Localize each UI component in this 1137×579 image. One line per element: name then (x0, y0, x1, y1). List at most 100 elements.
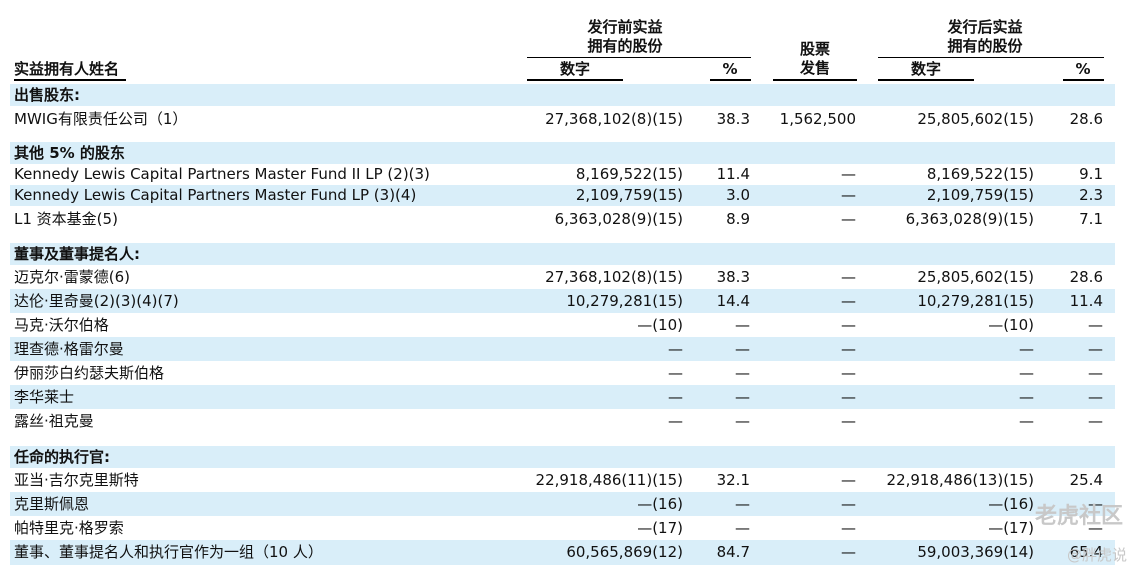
shares-sold-cell: — (841, 412, 856, 430)
pre-shares-cell: 8,169,522(15) (575, 165, 683, 183)
post-percent-cell: — (1088, 316, 1103, 334)
table-row: 露丝·祖克曼 — — — — — (10, 409, 1115, 434)
post-percent-cell: 25.4 (1069, 471, 1103, 489)
pre-shares-cell: —(17) (637, 519, 683, 537)
post-percent-cell: 9.1 (1079, 165, 1103, 183)
shares-sold-cell: — (841, 165, 856, 183)
pre-offering-group-header: 发行前实益 拥有的股份 (587, 18, 663, 55)
owner-name: 董事、董事提名人和执行官作为一组（10 人） (14, 543, 323, 561)
post-shares-cell: — (1019, 412, 1034, 430)
shares-sold-cell: 1,562,500 (779, 110, 856, 128)
pre-shares-cell: 27,368,102(8)(15) (545, 110, 683, 128)
shares-sold-cell: — (841, 495, 856, 513)
section-header-row: 任命的执行官: (10, 446, 1115, 468)
shares-sold-cell: — (841, 210, 856, 228)
pre-percent-cell: 3.0 (726, 186, 750, 204)
pre-percent-cell: 38.3 (716, 110, 750, 128)
owner-name: 达伦·里奇曼(2)(3)(4)(7) (14, 292, 179, 310)
post-group-rule (878, 57, 1104, 58)
section-header-row: 董事及董事提名人: (10, 243, 1115, 265)
post-shares-cell: —(17) (988, 519, 1034, 537)
pre-group-rule (527, 57, 751, 58)
owner-name: 露丝·祖克曼 (14, 412, 94, 430)
post-percent-cell: 28.6 (1069, 268, 1103, 286)
post-percent-cell: — (1088, 364, 1103, 382)
section-title: 董事及董事提名人: (14, 245, 140, 263)
post-shares-cell: — (1019, 340, 1034, 358)
shares-sold-cell: — (841, 471, 856, 489)
pre-percent-cell: — (735, 495, 750, 513)
pre-shares-cell: — (668, 340, 683, 358)
table-row: 迈克尔·雷蒙德(6) 27,368,102(8)(15) 38.3 — 25,805,6… (10, 265, 1115, 289)
shares-sold-cell: — (841, 519, 856, 537)
pre-percent-cell: 38.3 (716, 268, 750, 286)
post-shares-cell: 25,805,602(15) (917, 110, 1034, 128)
post-shares-cell: — (1019, 364, 1034, 382)
shares-sold-cell: — (841, 543, 856, 561)
post-shares-cell: —(10) (988, 316, 1034, 334)
section-title: 出售股东: (14, 86, 80, 104)
shares-sold-cell: — (841, 292, 856, 310)
pre-shares-cell: 2,109,759(15) (575, 186, 683, 204)
post-percent-cell: — (1088, 388, 1103, 406)
pre-shares-cell: —(10) (637, 316, 683, 334)
post-percent-cell: 11.4 (1069, 292, 1103, 310)
post-number-header: 数字 (910, 60, 941, 78)
shares-sold-cell: — (841, 268, 856, 286)
pre-percent-cell: 84.7 (716, 543, 750, 561)
pre-percent-cell: — (735, 412, 750, 430)
pre-percent-cell: 14.4 (716, 292, 750, 310)
post-shares-cell: —(16) (988, 495, 1034, 513)
owner-name: 李华莱士 (14, 388, 75, 406)
post-shares-cell: 2,109,759(15) (926, 186, 1034, 204)
owner-name: 马克·沃尔伯格 (14, 316, 109, 334)
table-row: 伊丽莎白约瑟夫斯伯格 — — — — — (10, 361, 1115, 385)
owner-name: 理查德·格雷尔曼 (14, 340, 124, 358)
table-row: 帕特里克·格罗索 —(17) — — —(17) — (10, 516, 1115, 540)
post-offering-group-header: 发行后实益 拥有的股份 (947, 18, 1023, 55)
post-percent-cell: — (1088, 495, 1103, 513)
shares-sold-underline (773, 79, 857, 81)
table-row: 董事、董事提名人和执行官作为一组（10 人） 60,565,869(12) 84.7… (10, 540, 1115, 565)
shares-sold-header: 股票 发售 (799, 40, 830, 77)
pre-shares-cell: 10,279,281(15) (566, 292, 683, 310)
pre-percent-cell: — (735, 364, 750, 382)
pre-shares-cell: — (668, 388, 683, 406)
owner-name: Kennedy Lewis Capital Partners Master Fu… (14, 186, 417, 204)
table-row: Kennedy Lewis Capital Partners Master Fu… (10, 164, 1115, 185)
table-row: 达伦·里奇曼(2)(3)(4)(7) 10,279,281(15) 14.4 — 10,… (10, 289, 1115, 313)
name-column-header: 实益拥有人姓名 (14, 60, 120, 78)
section-title: 其他 5% 的股东 (14, 144, 125, 162)
pre-shares-cell: 22,918,486(11)(15) (535, 471, 683, 489)
post-shares-cell: 59,003,369(14) (917, 543, 1034, 561)
table-row: 马克·沃尔伯格 —(10) — — —(10) — (10, 313, 1115, 337)
table-row: 克里斯佩恩 —(16) — — —(16) — (10, 492, 1115, 516)
pre-percent-cell: 8.9 (726, 210, 750, 228)
pre-percent-cell: — (735, 519, 750, 537)
table-row: MWIG有限责任公司（1） 27,368,102(8)(15) 38.3 1,562,… (10, 106, 1115, 132)
owner-name: 克里斯佩恩 (14, 495, 90, 513)
post-shares-cell: 25,805,602(15) (917, 268, 1034, 286)
post-percent-underline (1063, 79, 1104, 81)
owner-name: L1 资本基金(5) (14, 210, 118, 228)
post-percent-header: % (1075, 60, 1091, 78)
owner-name: MWIG有限责任公司（1） (14, 110, 188, 128)
post-percent-cell: 7.1 (1079, 210, 1103, 228)
shares-sold-cell: — (841, 316, 856, 334)
pre-shares-cell: 60,565,869(12) (566, 543, 683, 561)
pre-shares-cell: 27,368,102(8)(15) (545, 268, 683, 286)
owner-name: 伊丽莎白约瑟夫斯伯格 (14, 364, 165, 382)
post-percent-cell: 2.3 (1079, 186, 1103, 204)
pre-percent-cell: — (735, 316, 750, 334)
shares-sold-cell: — (841, 364, 856, 382)
table-row: 李华莱士 — — — — — (10, 385, 1115, 409)
table-row: Kennedy Lewis Capital Partners Master Fu… (10, 185, 1115, 206)
table-row: 理查德·格雷尔曼 — — — — — (10, 337, 1115, 361)
pre-percent-header: % (722, 60, 738, 78)
post-shares-cell: 10,279,281(15) (917, 292, 1034, 310)
pre-shares-cell: — (668, 412, 683, 430)
shares-sold-cell: — (841, 388, 856, 406)
post-number-underline (878, 79, 974, 81)
pre-number-underline (527, 79, 623, 81)
post-shares-cell: 6,363,028(9)(15) (905, 210, 1034, 228)
